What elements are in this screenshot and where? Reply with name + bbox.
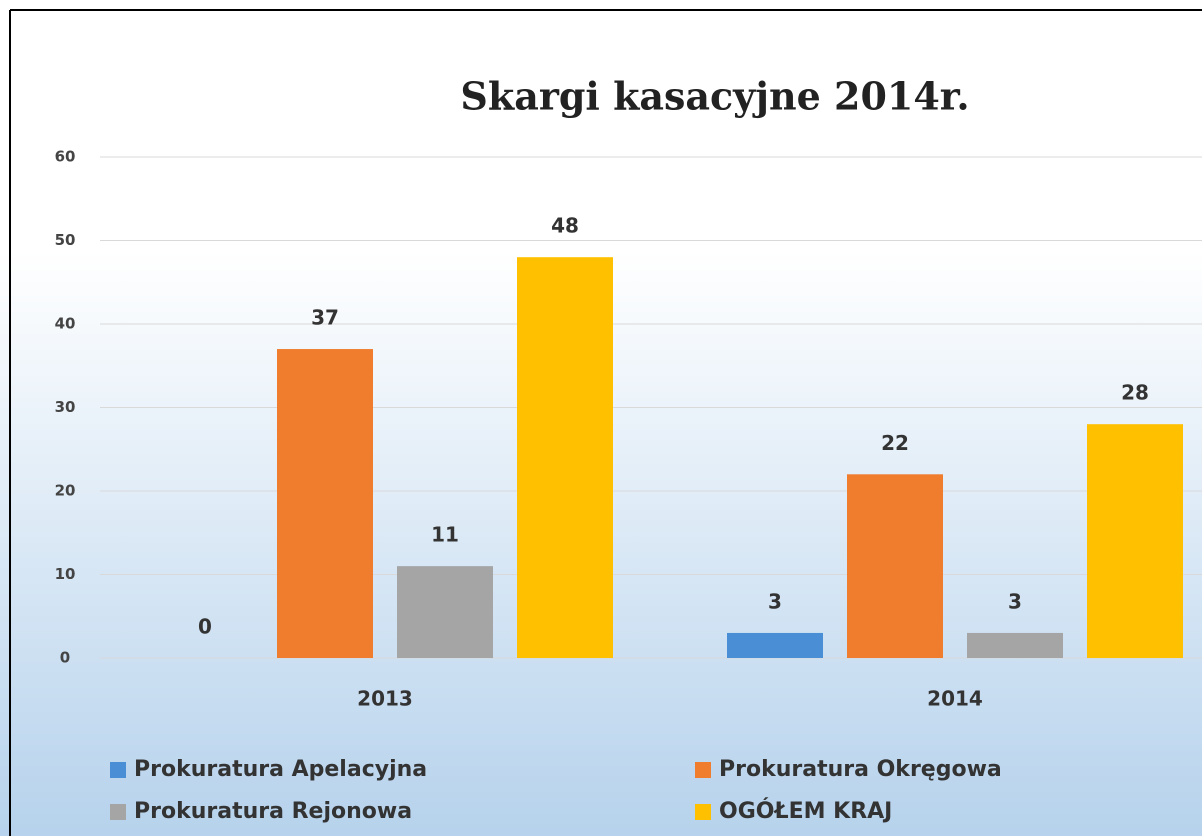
bar (727, 632, 823, 658)
bar (397, 566, 493, 658)
y-tick-label: 0 (60, 649, 70, 667)
data-label: 48 (551, 214, 579, 238)
bar (517, 257, 613, 658)
data-label: 28 (1121, 381, 1149, 405)
bar (967, 632, 1063, 658)
legend-label: Prokuratura Rejonowa (134, 799, 412, 824)
x-tick-label: 2013 (357, 687, 413, 711)
data-label: 0 (198, 615, 212, 639)
legend-swatch (110, 762, 126, 778)
data-label: 22 (881, 431, 909, 455)
y-tick-label: 20 (55, 482, 76, 500)
data-label: 11 (431, 523, 459, 547)
data-label: 37 (311, 306, 339, 330)
y-tick-label: 40 (55, 315, 76, 333)
chart-title: Skargi kasacyjne 2014r. (460, 74, 969, 119)
bar (277, 349, 373, 658)
data-label: 3 (768, 589, 782, 613)
legend-swatch (695, 804, 711, 820)
y-tick-label: 60 (55, 148, 76, 166)
x-tick-label: 2014 (927, 687, 983, 711)
y-tick-label: 10 (55, 565, 76, 583)
y-tick-label: 30 (55, 398, 76, 416)
legend-label: Prokuratura Apelacyjna (134, 757, 427, 782)
bar (847, 474, 943, 658)
legend-label: OGÓŁEM KRAJ (719, 798, 892, 824)
legend-swatch (695, 762, 711, 778)
legend-swatch (110, 804, 126, 820)
legend-label: Prokuratura Okręgowa (719, 757, 1002, 782)
data-label: 3 (1008, 589, 1022, 613)
y-tick-label: 50 (55, 231, 76, 249)
bar (1087, 424, 1183, 658)
